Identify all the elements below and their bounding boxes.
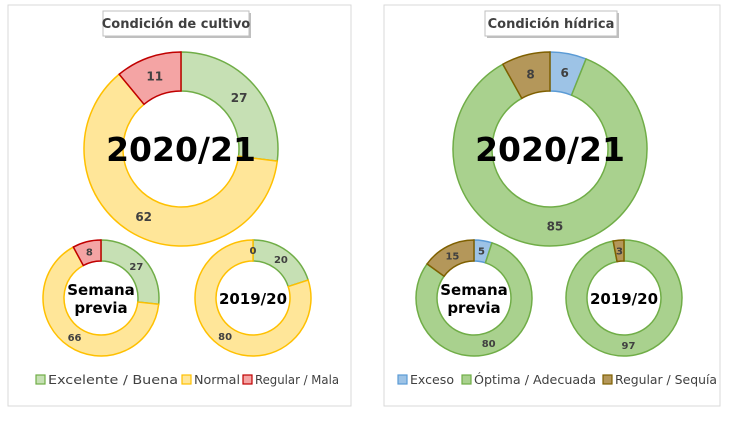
chart-cultivo: Condición de cultivo 27 62 11 2020/21 27 66 8 Se… <box>7 4 352 407</box>
legend-swatch-normal <box>181 374 192 385</box>
segment-optima-adecuada <box>415 241 533 357</box>
center-label-2020-21: 2020/21 <box>475 130 625 169</box>
legend-label-normal: Normal <box>194 373 240 387</box>
segment-regular-sequia <box>426 239 475 278</box>
chart-title-cultivo: Condición de cultivo <box>102 17 251 32</box>
value-label-optima-adecuada: 80 <box>482 339 496 350</box>
donut-hidrica-2019-20: 09732019/20 <box>565 239 683 357</box>
legend-swatch-exceso <box>397 374 408 385</box>
value-label-regular-sequia: 15 <box>445 251 459 262</box>
center-label-2019-20: 2019/20 <box>219 290 287 308</box>
chart-hidrica: Condición hídrica 6 85 8 2020/21 5 80 15 Semanap… <box>383 4 721 407</box>
segment-normal <box>83 73 279 247</box>
legend-swatch-regular-sequia <box>602 374 613 385</box>
segment-regular-sequia <box>501 51 551 100</box>
center-label-line-1: previa <box>74 299 127 317</box>
value-label-excelente-buena: 27 <box>231 91 248 105</box>
value-label-normal: 80 <box>218 332 232 343</box>
segment-normal <box>42 246 160 357</box>
value-label-normal: 66 <box>68 333 82 344</box>
legend-label-regular-mala: Regular / Mala <box>255 373 339 387</box>
title-box-cultivo <box>102 10 250 37</box>
segment-normal <box>194 239 312 357</box>
title-box-hidrica <box>484 10 618 37</box>
legend-label-regular-sequia: Regular / Sequía <box>615 373 717 387</box>
donut-cultivo-2019-20: 20 80 0 2019/20 <box>194 239 312 357</box>
value-label-regular-mala: 0 <box>250 246 257 257</box>
center-label-line-0: Semana <box>440 281 508 299</box>
center-label-line-0: Semana <box>67 281 135 299</box>
legend-swatch-optima-adecuada <box>461 374 472 385</box>
value-label-normal: 62 <box>135 210 152 224</box>
value-label-excelente-buena: 20 <box>274 255 288 266</box>
center-label-2019-20: 2019/20 <box>590 290 658 308</box>
legend-label-optima-adecuada: Óptima / Adecuada <box>474 372 596 387</box>
legend-label-exceso: Exceso <box>410 373 454 387</box>
chart-title-hidrica: Condición hídrica <box>488 17 615 32</box>
legend-hidrica: Exceso Óptima / Adecuada Regular / Sequía <box>397 372 717 387</box>
value-label-exceso: 6 <box>560 66 568 80</box>
segment-optima-adecuada <box>452 57 648 247</box>
value-label-optima-adecuada: 97 <box>622 341 636 352</box>
segment-optima-adecuada <box>565 239 683 357</box>
value-label-regular-sequia: 3 <box>616 246 623 257</box>
segment-regular-sequia <box>612 239 625 263</box>
value-label-optima-adecuada: 85 <box>547 220 564 234</box>
value-label-regular-mala: 11 <box>146 69 163 83</box>
value-label-excelente-buena: 27 <box>129 262 143 273</box>
center-label-2020-21: 2020/21 <box>106 130 256 169</box>
value-label-regular-sequia: 8 <box>526 67 534 81</box>
value-label-exceso: 5 <box>478 247 485 258</box>
value-label-regular-mala: 8 <box>86 248 93 259</box>
donut-cultivo-2020-21: 27 62 11 2020/21 <box>83 51 279 247</box>
center-label-line-1: previa <box>447 299 500 317</box>
donut-hidrica-2020-21: 6 85 8 2020/21 <box>452 51 648 247</box>
legend-swatch-regular-mala <box>242 374 253 385</box>
legend-cultivo: Excelente / Buena Normal Regular / Mala <box>35 373 339 387</box>
segment-regular-mala <box>118 51 182 106</box>
segment-regular-mala <box>72 239 102 267</box>
legend-label-excelente-buena: Excelente / Buena <box>48 373 178 387</box>
legend-swatch-excelente-buena <box>35 374 46 385</box>
segment-excelente-buena <box>180 51 279 162</box>
